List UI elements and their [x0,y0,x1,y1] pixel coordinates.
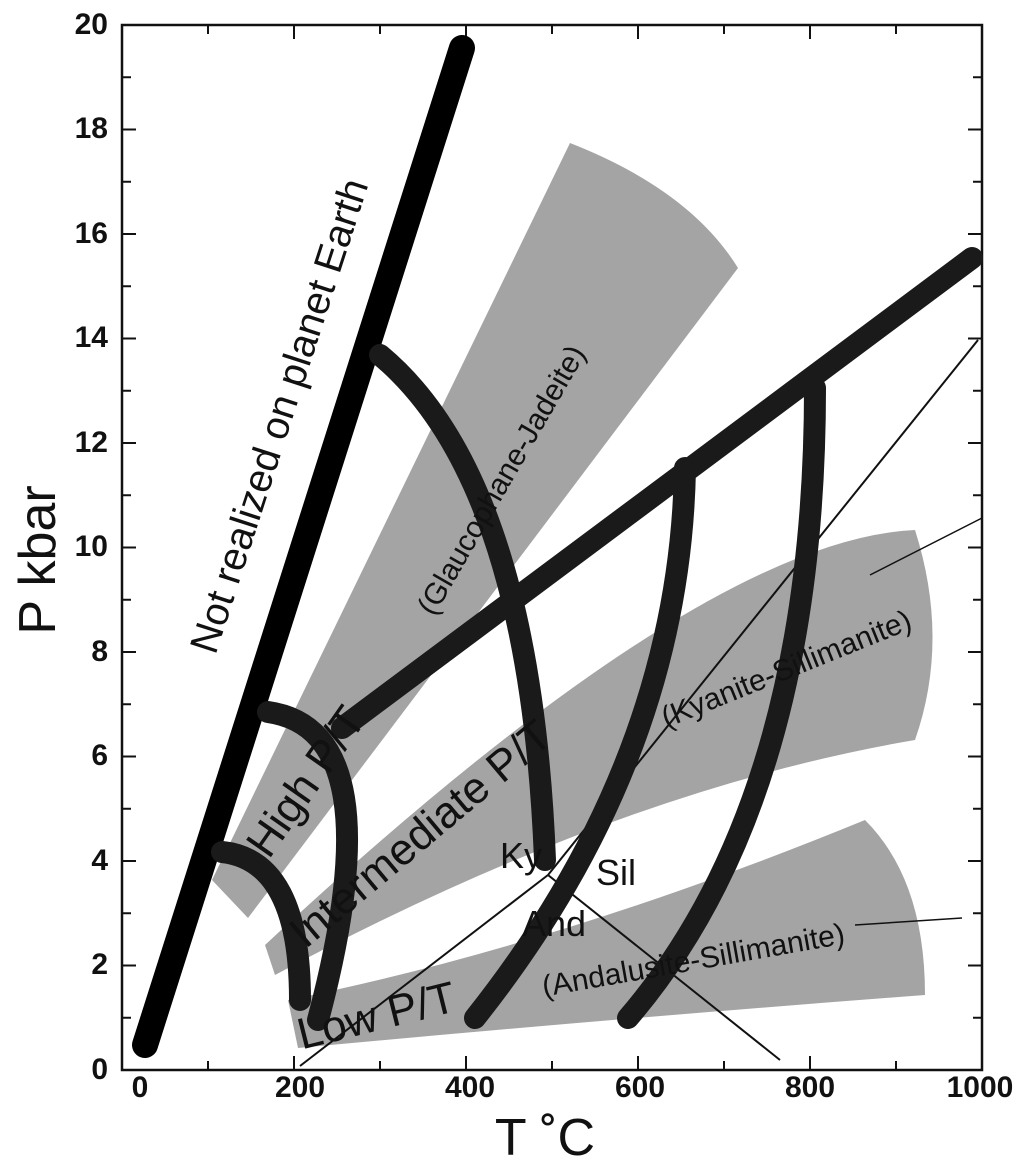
x-tick-label: 1000 [947,1071,1014,1104]
x-tick-label: 200 [275,1071,325,1104]
y-tick-label: 6 [91,739,108,772]
y-tick-label: 0 [91,1053,108,1086]
y-tick-label: 4 [91,844,108,877]
sil-label: Sil [596,852,636,893]
y-tick-label: 2 [91,948,108,981]
isograd-curve-1 [369,344,556,871]
isograd-curve-5 [617,377,826,1029]
y-tick-labels: 0 2 4 6 8 10 12 14 16 18 20 [75,8,109,1086]
x-tick-label: 400 [445,1071,495,1104]
axis-frame [120,23,984,1072]
low-pt-band [288,820,925,1048]
x-tick-label: 800 [785,1071,835,1104]
y-tick-label: 16 [75,217,108,250]
x-tick-label: 0 [132,1071,149,1104]
isograd-curve-3 [211,841,311,1011]
y-tick-label: 20 [75,8,108,41]
y-axis-title: P kbar [9,485,67,634]
ky-label: Ky [500,835,542,876]
x-axis-title: T ˚C [495,1109,595,1162]
tick-marks [121,24,983,1071]
ky-and-line [299,874,549,1067]
y-tick-label: 14 [75,321,109,354]
pointer-line-low [854,917,963,926]
high-pt-geotherm [331,247,983,739]
y-tick-label: 10 [75,530,108,563]
y-tick-label: 8 [91,635,108,668]
and-label: And [522,903,586,944]
isograd-curves [132,35,983,1058]
x-tick-label: 600 [615,1071,665,1104]
x-tick-labels: 0 200 400 600 800 1000 [132,1071,1014,1104]
isograd-curve-4 [464,457,696,1029]
isograd-curve-2 [257,701,358,1031]
pointer-line-intermediate [869,517,983,576]
y-tick-label: 18 [75,112,108,145]
earth-limit-line [132,35,475,1058]
intermediate-pt-band [265,530,933,975]
y-tick-label: 12 [75,426,108,459]
